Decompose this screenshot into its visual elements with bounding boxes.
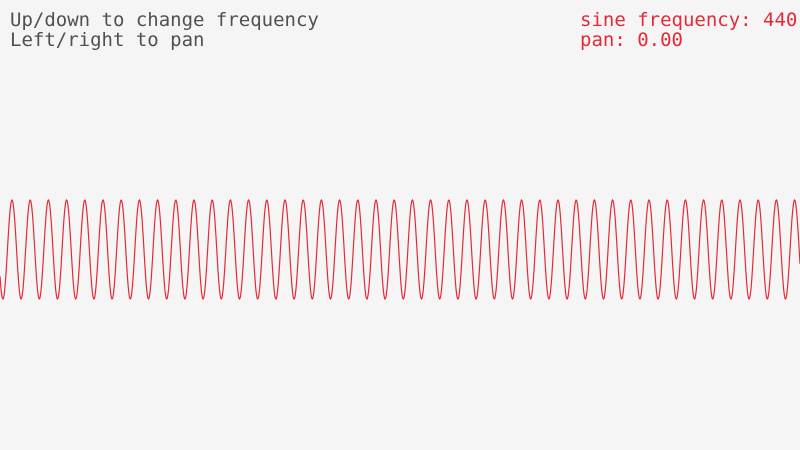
waveform-line (0, 198, 800, 301)
instruction-pan: Left/right to pan (10, 29, 205, 51)
pan-readout: pan: 0.00 (580, 29, 683, 51)
frequency-readout: sine frequency: 440 (580, 9, 798, 31)
instruction-frequency: Up/down to change frequency (10, 9, 319, 31)
